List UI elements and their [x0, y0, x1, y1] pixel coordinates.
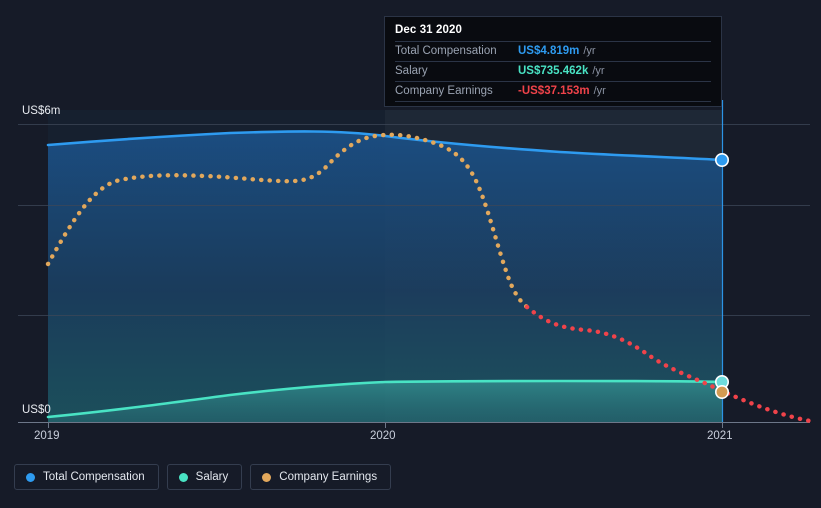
- tooltip-row-company-earnings: Company Earnings -US$37.153m /yr: [395, 81, 711, 102]
- y-axis-max-label: US$6m: [22, 105, 61, 117]
- tooltip-date: Dec 31 2020: [395, 24, 462, 36]
- legend-dot-icon-salary: [178, 472, 188, 482]
- salary-area: [48, 381, 722, 422]
- legend-item-company-earnings[interactable]: Company Earnings: [250, 464, 392, 490]
- total-compensation-area: [48, 131, 722, 423]
- tooltip-unit-salary: /yr: [592, 65, 605, 77]
- chart-tooltip: Dec 31 2020 Total Compensation US$4.819m…: [384, 16, 722, 107]
- chart-legend: Total Compensation Salary Company Earnin…: [14, 464, 392, 490]
- legend-label-company-earnings: Company Earnings: [279, 471, 378, 483]
- x-axis-tick-2021: 2021: [707, 430, 733, 442]
- marker-company-earnings: [714, 384, 729, 399]
- data-point-markers: [714, 153, 729, 399]
- legend-dot-icon-total-compensation: [26, 472, 35, 482]
- legend-item-salary[interactable]: Salary: [166, 464, 243, 490]
- gridlines: [18, 124, 810, 316]
- tooltip-row-total-compensation: Total Compensation US$4.819m /yr: [395, 41, 711, 61]
- tooltip-unit-company-earnings: /yr: [593, 85, 606, 97]
- salary-line: [46, 379, 724, 419]
- y-axis-min-label: US$0: [22, 404, 51, 416]
- tooltip-label-salary: Salary: [395, 65, 428, 77]
- legend-dot-icon-company-earnings: [262, 472, 272, 482]
- tooltip-value-company-earnings: -US$37.153m: [518, 85, 590, 97]
- tooltip-label-total-compensation: Total Compensation: [395, 45, 497, 57]
- x-tick-marks: [48, 422, 723, 428]
- x-axis-tick-2019: 2019: [34, 430, 60, 442]
- tooltip-value-salary: US$735.462k: [518, 65, 589, 77]
- marker-total-compensation: [714, 153, 729, 168]
- tooltip-label-company-earnings: Company Earnings: [395, 85, 493, 97]
- company-earnings-line-negative: [524, 304, 813, 424]
- legend-label-total-compensation: Total Compensation: [43, 471, 145, 483]
- legend-item-total-compensation[interactable]: Total Compensation: [14, 464, 159, 490]
- tooltip-value-total-compensation: US$4.819m: [518, 45, 580, 57]
- legend-label-salary: Salary: [195, 471, 229, 483]
- company-earnings-line-positive: [45, 132, 530, 310]
- tooltip-row-salary: Salary US$735.462k /yr: [395, 61, 711, 81]
- x-axis-tick-2020: 2020: [370, 430, 396, 442]
- tooltip-unit-total-compensation: /yr: [583, 45, 596, 57]
